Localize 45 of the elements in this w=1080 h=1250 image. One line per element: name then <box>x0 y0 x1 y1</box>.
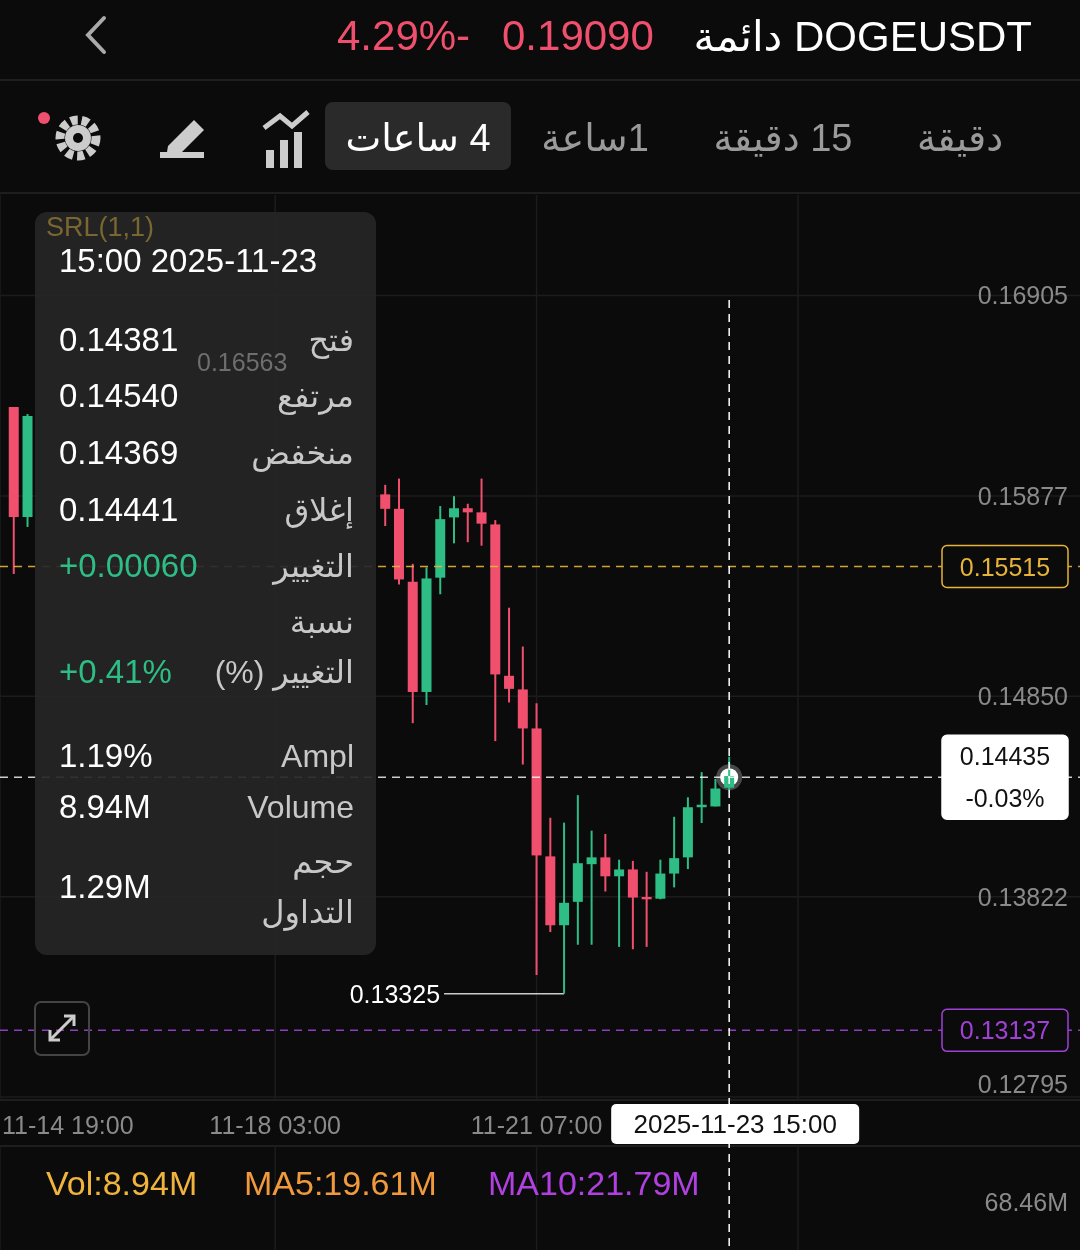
annotation: 0.14381 <box>59 320 179 360</box>
annotation: حجم التداول <box>260 843 354 933</box>
annotation: 1.29M <box>59 867 151 907</box>
text: 4 ساعات <box>344 116 492 160</box>
text: 1ساعة <box>541 117 649 159</box>
text: MA5:19.61M <box>244 1164 437 1203</box>
annotation: 8.94M <box>59 787 151 827</box>
annotation: إغلاق <box>283 491 354 531</box>
text: دقيقة <box>916 117 1004 159</box>
y-tick-label: 0.15877 <box>977 481 1068 510</box>
annotation: Volume <box>246 788 354 827</box>
annotation: 0.16563 <box>197 348 288 377</box>
annotation: مرتفع <box>277 378 354 414</box>
annotation: 0.14540 <box>59 376 179 416</box>
ref-line-label: 0.13137 <box>959 1016 1051 1045</box>
y-tick-label: 0.12795 <box>977 1070 1068 1098</box>
annotation: نسبة التغيير (%) <box>214 603 354 693</box>
text: Vol:8.94M <box>46 1164 198 1203</box>
annotation: +0.41% <box>59 652 172 692</box>
y-tick-label: 0.16905 <box>977 281 1068 310</box>
ref-line-label: 0.14435 -0.03% <box>959 742 1051 813</box>
text: 4.29%- <box>337 12 471 60</box>
annotation: +0.00060 <box>59 546 198 586</box>
x-tick-label: 11-21 07:00 <box>470 1111 603 1139</box>
annotation: التغيير <box>271 547 354 587</box>
ref-line-label: 0.15515 <box>959 552 1051 581</box>
annotation: 1.19% <box>59 736 153 776</box>
text: 0.19090 <box>502 12 654 60</box>
x-tick-label: 11-14 19:00 <box>2 1111 134 1139</box>
y-tick-label: 0.13822 <box>977 882 1068 911</box>
annotation: 0.13325 <box>349 979 441 1008</box>
annotation: Ampl <box>280 737 354 776</box>
chart-title: DOGEUSDT دائمة <box>693 12 1032 61</box>
text: 68.46M <box>984 1188 1068 1217</box>
annotation: SRL(1,1) <box>46 212 155 243</box>
annotation: 15:00 2025-11-23 <box>59 242 318 280</box>
x-tick-label: 11-18 03:00 <box>209 1111 341 1139</box>
y-tick-label: 0.14850 <box>977 682 1068 711</box>
annotation: فتح <box>308 322 354 358</box>
annotation: منخفض <box>250 434 354 474</box>
annotation: 0.14441 <box>59 490 179 530</box>
annotation: 0.14369 <box>59 433 179 473</box>
text: MA10:21.79M <box>488 1164 700 1203</box>
ref-line-label: 2025-11-23 15:00 <box>633 1109 837 1139</box>
text: 15 دقيقة <box>712 116 854 160</box>
